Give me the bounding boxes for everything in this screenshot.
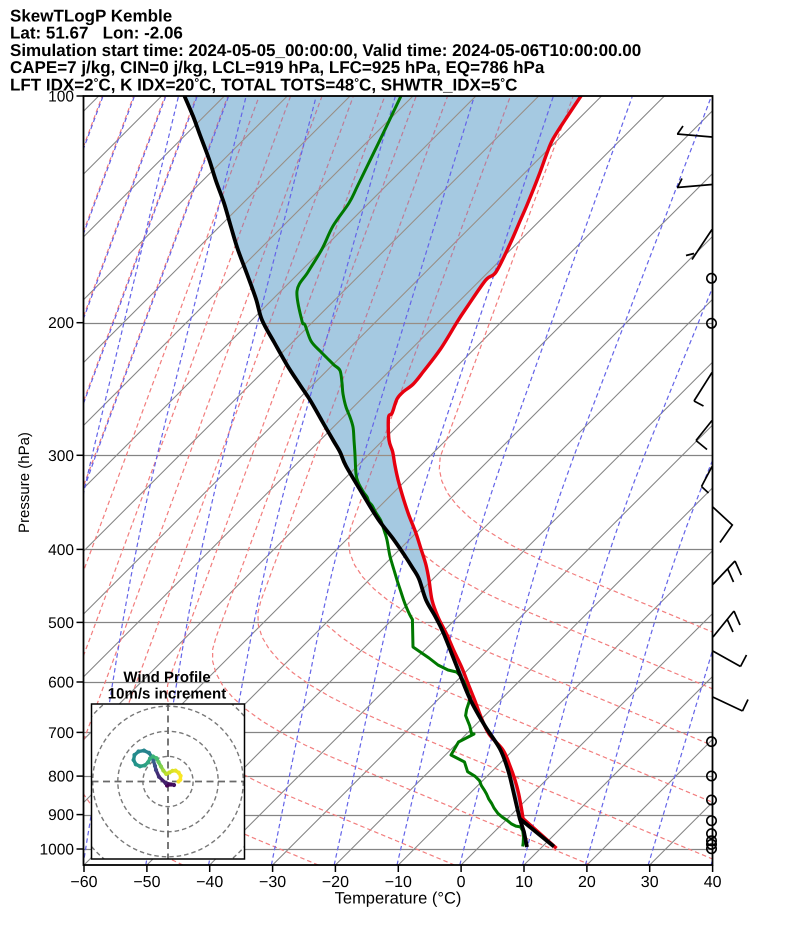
svg-text:200: 200 [48,315,74,332]
svg-text:20: 20 [578,874,596,891]
svg-text:Lat: 51.67 Lon: -2.06: Lat: 51.67 Lon: -2.06 [10,24,183,43]
svg-text:SkewTLogP Kemble: SkewTLogP Kemble [10,7,172,26]
svg-text:Pressure (hPa): Pressure (hPa) [16,432,33,533]
svg-text:300: 300 [48,448,74,465]
svg-text:−10: −10 [385,874,412,891]
svg-text:CAPE=7 j/kg, CIN=0 j/kg, LCL=9: CAPE=7 j/kg, CIN=0 j/kg, LCL=919 hPa, LF… [10,58,545,77]
svg-text:Wind Profile: Wind Profile [123,669,210,686]
svg-text:0: 0 [457,874,466,891]
svg-text:−60: −60 [70,874,97,891]
svg-text:LFT IDX=2°C, K IDX=20°C, TOTAL: LFT IDX=2°C, K IDX=20°C, TOTAL TOTS=48°C… [10,75,517,94]
svg-text:−30: −30 [259,874,286,891]
svg-text:1000: 1000 [40,842,75,859]
svg-text:30: 30 [641,874,659,891]
svg-text:Simulation start time: 2024-05: Simulation start time: 2024-05-05_00:00:… [10,41,641,60]
svg-text:40: 40 [704,874,722,891]
svg-text:800: 800 [48,769,74,786]
svg-text:900: 900 [48,807,74,824]
svg-text:−20: −20 [322,874,349,891]
svg-text:10: 10 [515,874,533,891]
svg-text:700: 700 [48,725,74,742]
svg-text:Temperature (°C): Temperature (°C) [335,890,462,908]
svg-text:10m/s increment: 10m/s increment [108,686,226,703]
svg-text:600: 600 [48,675,74,692]
svg-text:−40: −40 [196,874,223,891]
svg-text:−50: −50 [133,874,160,891]
svg-text:400: 400 [48,542,74,559]
svg-text:500: 500 [48,615,74,632]
